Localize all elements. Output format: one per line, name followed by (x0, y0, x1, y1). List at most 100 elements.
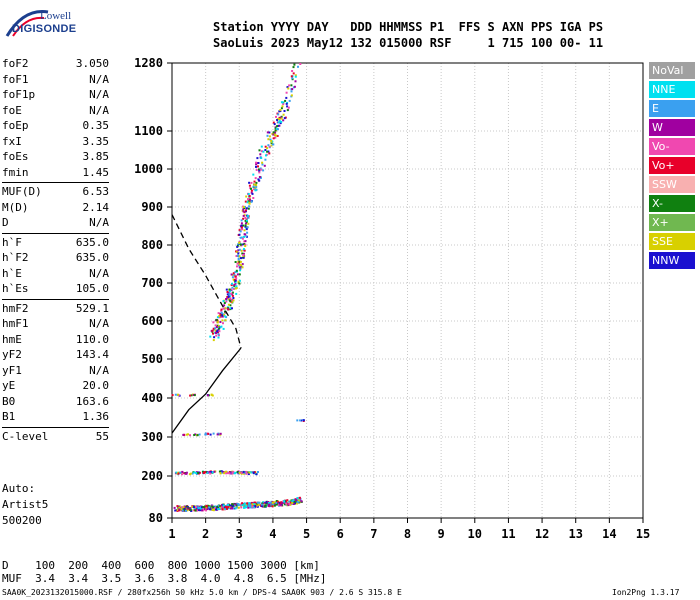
echo-point (239, 230, 242, 233)
echo-point (243, 249, 246, 252)
echo-point (292, 500, 295, 503)
echo-point (205, 507, 208, 510)
echo-point (268, 145, 271, 148)
echo-point (230, 505, 233, 508)
echo-point (228, 290, 231, 293)
echo-point (230, 299, 233, 302)
param-name: hmF1 (2, 317, 29, 330)
echo-point (243, 235, 245, 238)
echo-point (217, 331, 219, 334)
echo-point (280, 501, 283, 504)
echo-point (216, 508, 219, 511)
echo-point (241, 502, 244, 505)
echo-point (245, 207, 248, 210)
echo-point (245, 471, 248, 474)
echo-point (193, 507, 196, 510)
echo-point (300, 419, 303, 422)
echo-point (235, 504, 238, 507)
echo-point (224, 315, 227, 318)
echo-point (268, 135, 271, 138)
echo-point (280, 107, 283, 110)
echo-point (193, 471, 196, 474)
echo-point (271, 501, 274, 504)
y-tick-label: 1280 (134, 56, 163, 70)
echo-point (241, 228, 244, 231)
echo-point (228, 292, 231, 295)
echo-point (218, 508, 221, 510)
echo-point (297, 65, 299, 68)
echo-point (240, 226, 243, 229)
echo-point (244, 243, 247, 246)
param-value: 110.0 (75, 332, 109, 346)
echo-point (258, 168, 260, 171)
echo-point (232, 299, 235, 302)
echo-point (211, 509, 214, 511)
x-tick-label: 7 (370, 527, 377, 541)
echo-point (292, 66, 295, 69)
echo-point (198, 471, 201, 474)
echo-point (226, 472, 229, 475)
echo-point (289, 501, 292, 504)
echo-point (231, 276, 234, 279)
echo-point (288, 84, 291, 87)
echo-point (221, 508, 224, 511)
echo-point (247, 193, 250, 196)
param-value: N/A (89, 363, 109, 377)
echo-point (291, 77, 294, 80)
echo-point (196, 509, 199, 512)
echo-point (236, 273, 239, 276)
echo-point (189, 434, 191, 437)
echo-point (208, 471, 211, 473)
echo-point (279, 503, 282, 506)
echo-point (299, 419, 302, 422)
param-name: h`E (2, 266, 22, 280)
y-tick-label: 700 (141, 276, 163, 290)
echo-point (238, 472, 241, 474)
echo-point (245, 506, 248, 509)
echo-point (218, 315, 221, 317)
echo-point (231, 291, 234, 294)
echo-point (235, 269, 238, 272)
param-value: 3.85 (82, 150, 110, 163)
logo-text-digisonde: DIGISONDE (12, 23, 77, 35)
echo-point (234, 271, 237, 274)
param-row: hmF2 529.1 (2, 301, 109, 317)
echo-point (257, 165, 259, 168)
y-tick-label: 500 (141, 352, 163, 366)
echo-point (242, 210, 245, 213)
param-row: fxI 3.35 (2, 134, 109, 150)
echo-point (275, 134, 278, 137)
param-value: 1.36 (82, 410, 110, 423)
legend-item-ssw: SSW (649, 176, 695, 193)
echo-point (274, 134, 276, 137)
echo-point (245, 195, 248, 198)
echo-point (246, 471, 249, 474)
echo-point (240, 264, 243, 267)
echo-point (291, 70, 294, 72)
echo-point (228, 295, 231, 298)
echo-point (264, 145, 267, 148)
param-name: B0 (2, 394, 16, 408)
echo-point (235, 250, 238, 253)
echo-point (181, 470, 184, 473)
echo-point (282, 113, 285, 116)
echo-point (230, 507, 232, 510)
legend-item-vo-: Vo- (649, 138, 695, 155)
echo-point (212, 339, 215, 342)
echo-point (294, 74, 297, 77)
echo-point (273, 504, 276, 507)
echo-point (242, 217, 245, 220)
echo-point (244, 225, 247, 228)
echo-point (286, 499, 289, 502)
echo-point (276, 500, 279, 503)
muf-row: MUF 3.4 3.4 3.5 3.6 3.8 4.0 4.8 6.5 [MHz… (2, 572, 327, 585)
param-value: 635.0 (75, 235, 109, 249)
echo-point (225, 288, 228, 291)
echo-point (281, 105, 284, 108)
echo-point (244, 205, 246, 208)
echo-point (238, 263, 241, 266)
echo-point (239, 243, 242, 246)
param-row: foF1 N/A (2, 72, 109, 88)
echo-point (296, 419, 299, 422)
echo-point (234, 261, 237, 263)
